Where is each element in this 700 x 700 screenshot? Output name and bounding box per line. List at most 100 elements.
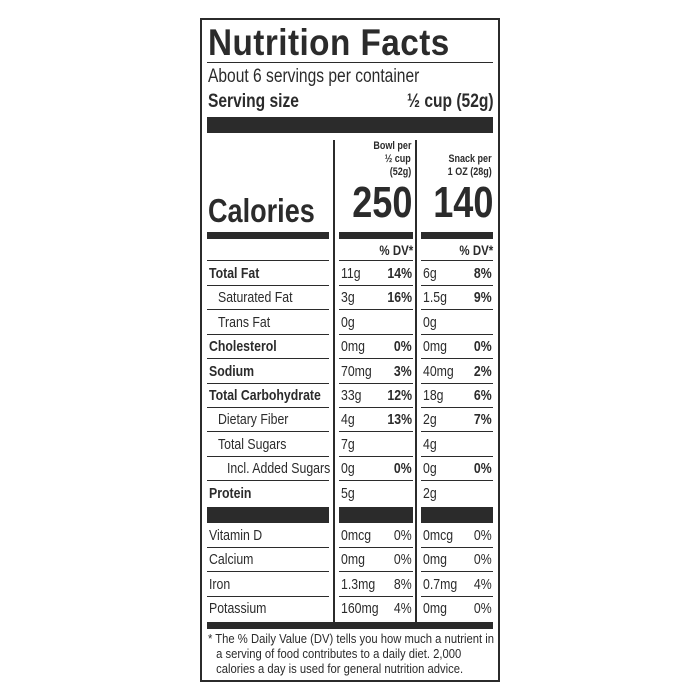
nutrient-row: Protein 5g 2g [207,482,493,506]
bowl-percent-dv: 0% [394,551,412,569]
snack-amount: 0g [423,313,437,331]
nutrient-name: Calcium [209,551,254,569]
snack-amount: 0mcg [423,527,454,544]
snack-amount: 0mg [423,551,447,569]
bowl-amount: 1.3mg [341,575,376,593]
bowl-cell: 7g [339,433,413,457]
nutrient-name-cell: Protein [207,482,329,505]
nutrient-row: Total Fat 11g 14% 6g 8% [207,262,493,286]
nutrient-row: Dietary Fiber 4g 13% 2g 7% [207,408,493,433]
footnote-divider [207,622,493,629]
bowl-cell: 11g 14% [339,262,413,286]
bowl-percent-dv: 14% [387,265,412,282]
bowl-cell: 0g 0% [339,457,413,482]
nutrient-name-cell: Vitamin D [207,524,329,548]
snack-cell: 0mg 0% [421,335,493,360]
nutrient-name: Potassium [209,600,267,618]
bowl-cell: 3g 16% [339,286,413,311]
bowl-cell: 5g [339,482,413,505]
bowl-cell: 0mg 0% [339,548,413,573]
servings-per-container: About 6 servings per container [208,66,420,87]
bowl-cell: 33g 12% [339,384,413,408]
bowl-amount: 70mg [341,362,372,380]
snack-amount: 4g [423,435,437,453]
snack-cell: 2g 7% [421,408,493,433]
snack-amount: 6g [423,265,437,282]
calories-divider [339,232,413,239]
nutrient-name: Sodium [209,362,255,380]
bowl-amount: 0g [341,313,355,331]
snack-cell: 0g [421,311,493,335]
snack-amount: 0mg [423,338,447,356]
bowl-amount: 0mg [341,338,365,356]
nutrient-name-cell: Total Carbohydrate [207,384,329,408]
thick-divider [207,117,493,133]
nutrient-row: Incl. Added Sugars 0g 0% 0g 0% [207,457,493,482]
nutrient-row: Saturated Fat 3g 16% 1.5g 9% [207,286,493,311]
label-title: Nutrition Facts [208,22,450,63]
footnote: * The % Daily Value (DV) tells you how m… [208,632,494,676]
snack-amount: 0mg [423,600,447,618]
snack-percent-dv: 0% [474,460,492,478]
vitamin-row: Calcium 0mg 0% 0mg 0% [207,548,493,573]
nutrient-name: Protein [209,484,252,502]
snack-cell: 0.7mg 4% [421,573,493,597]
calories-divider [207,232,329,239]
nutrient-name: Dietary Fiber [218,411,289,429]
bowl-percent-dv: 12% [387,387,412,404]
bowl-amount: 5g [341,484,355,502]
snack-percent-dv: 8% [474,265,492,282]
nutrient-name: Total Fat [209,265,260,282]
snack-percent-dv: 4% [474,575,492,593]
nutrient-name: Cholesterol [209,338,277,356]
bowl-cell: 0g [339,311,413,335]
vitamin-row: Iron 1.3mg 8% 0.7mg 4% [207,573,493,597]
nutrient-name-cell: Iron [207,573,329,597]
nutrient-name: Incl. Added Sugars [227,460,331,478]
snack-percent-dv: 6% [474,387,492,404]
vitamin-row: Potassium 160mg 4% 0mg 0% [207,597,493,621]
nutrient-name-cell: Incl. Added Sugars [207,457,331,482]
snack-cell: 18g 6% [421,384,493,408]
bowl-amount: 0mcg [341,527,372,544]
snack-cell: 0mg 0% [421,548,493,573]
snack-amount: 0g [423,460,437,478]
snack-cell: 40mg 2% [421,360,493,384]
serving-size-value: ½ cup (52g) [407,91,494,112]
bowl-cell: 70mg 3% [339,360,413,384]
bowl-percent-dv: 3% [394,362,412,380]
snack-percent-dv: 0% [474,600,492,618]
snack-percent-dv: 7% [474,411,492,429]
nutrient-name-cell: Calcium [207,548,329,573]
bowl-percent-dv: 0% [394,338,412,356]
vitamin-row: Vitamin D 0mcg 0% 0mcg 0% [207,524,493,548]
calories-divider [421,232,493,239]
nutrient-name: Iron [209,575,231,593]
bowl-cell: 4g 13% [339,408,413,433]
column-divider [333,140,335,623]
nutrient-name: Total Sugars [218,435,287,453]
calories-label: Calories [208,192,315,229]
nutrient-row: Total Sugars 7g 4g [207,433,493,457]
bowl-amount: 7g [341,435,355,453]
calories-snack: 140 [432,178,493,227]
nutrient-name-cell: Dietary Fiber [207,408,329,433]
nutrient-row: Trans Fat 0g 0g [207,311,493,335]
nutrient-row: Cholesterol 0mg 0% 0mg 0% [207,335,493,360]
nutrient-name: Total Carbohydrate [209,387,321,404]
bowl-amount: 3g [341,289,355,307]
bowl-amount: 33g [341,387,362,404]
bowl-amount: 11g [341,265,361,282]
snack-cell: 0g 0% [421,457,493,482]
column-heading-snack: Snack per 1 OZ (28g) [447,153,492,178]
bowl-cell: 160mg 4% [339,597,413,620]
snack-percent-dv: 0% [474,338,492,356]
vitamin-divider [207,507,329,523]
bowl-amount: 0mg [341,551,365,569]
bowl-percent-dv: 0% [394,527,412,544]
bowl-percent-dv: 8% [394,575,412,593]
vitamin-divider [339,507,413,523]
bowl-amount: 4g [341,411,355,429]
divider [207,62,493,63]
snack-percent-dv: 9% [474,289,492,307]
